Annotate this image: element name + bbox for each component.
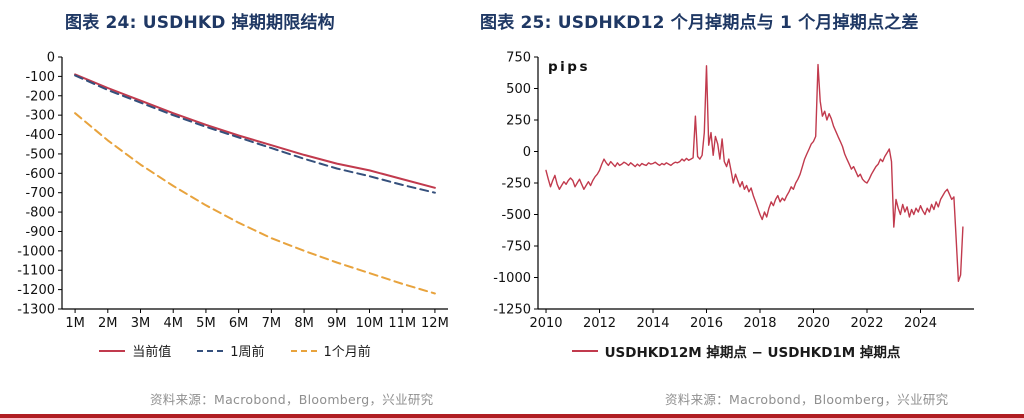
svg-text:2022: 2022 xyxy=(850,316,883,331)
svg-text:-200: -200 xyxy=(25,89,55,104)
svg-text:9M: 9M xyxy=(327,316,347,331)
figure-24-term-structure-chart: 0 -100 -200 -300 -400 -500 -600 -700 -800 -900 -10… xyxy=(17,51,449,332)
svg-text:1M: 1M xyxy=(65,316,85,331)
svg-text:11M: 11M xyxy=(388,316,416,331)
figure-24-source-note: 资料来源：Macrobond，Bloomberg，兴业研究 xyxy=(150,392,434,407)
figure-24-panel: 图表 24: USDHKD 掉期期限结构 0 -100 -200 -300 -400 -5… xyxy=(10,0,480,418)
svg-text:-500: -500 xyxy=(25,147,55,162)
figure-25-title: 图表 25: USDHKD12 个月掉期点与 1 个月掉期点之差 xyxy=(480,13,919,33)
svg-text:-400: -400 xyxy=(25,128,55,143)
svg-text:2016: 2016 xyxy=(690,316,723,331)
legend-label-current-value: 当前值 xyxy=(132,345,172,360)
svg-text:-300: -300 xyxy=(25,109,55,124)
svg-text:2018: 2018 xyxy=(743,316,776,331)
svg-text:4M: 4M xyxy=(163,316,183,331)
svg-text:250: 250 xyxy=(506,114,531,129)
svg-text:-750: -750 xyxy=(501,240,531,255)
svg-text:-250: -250 xyxy=(501,177,531,192)
svg-text:2014: 2014 xyxy=(636,316,669,331)
footer-accent-bar xyxy=(0,414,1024,418)
svg-text:-600: -600 xyxy=(25,167,55,182)
legend-item-current-value: 当前值 xyxy=(99,341,171,360)
legend-label-spread-series: USDHKD12M 掉期点 − USDHKD1M 掉期点 xyxy=(604,345,901,361)
svg-text:-500: -500 xyxy=(501,208,531,223)
svg-text:-700: -700 xyxy=(25,186,55,201)
svg-text:-1200: -1200 xyxy=(17,283,55,298)
svg-text:-1250: -1250 xyxy=(493,303,531,318)
svg-text:12M: 12M xyxy=(421,316,449,331)
svg-text:2012: 2012 xyxy=(583,316,616,331)
legend-item-one-week-ago: 1周前 xyxy=(197,341,265,360)
figure-25-panel: 图表 25: USDHKD12 个月掉期点与 1 个月掉期点之差 750 500 2… xyxy=(480,0,1020,418)
svg-text:2M: 2M xyxy=(98,316,118,331)
figure-24-title: 图表 24: USDHKD 掉期期限结构 xyxy=(65,13,335,33)
svg-text:6M: 6M xyxy=(229,316,249,331)
legend-item-one-month-ago: 1个月前 xyxy=(290,341,371,360)
legend-label-one-month-ago: 1个月前 xyxy=(323,345,371,360)
one-week-ago-line-sample xyxy=(197,349,224,352)
current-value-line-sample xyxy=(99,349,126,352)
svg-text:7M: 7M xyxy=(262,316,282,331)
svg-text:pips: pips xyxy=(548,59,590,75)
svg-text:10M: 10M xyxy=(356,316,384,331)
svg-text:-1000: -1000 xyxy=(17,244,55,259)
svg-text:-800: -800 xyxy=(25,206,55,221)
svg-text:2024: 2024 xyxy=(904,316,937,331)
legend-item-spread-series: USDHKD12M 掉期点 − USDHKD1M 掉期点 xyxy=(571,341,901,361)
one-month-ago-line-sample xyxy=(290,349,317,352)
legend-label-one-week-ago: 1周前 xyxy=(230,345,265,360)
svg-text:-900: -900 xyxy=(25,225,55,240)
svg-text:2010: 2010 xyxy=(529,316,562,331)
spread-line-sample xyxy=(571,350,598,352)
svg-text:2020: 2020 xyxy=(797,316,830,331)
svg-text:-1300: -1300 xyxy=(17,303,55,318)
svg-text:8M: 8M xyxy=(294,316,314,331)
svg-text:750: 750 xyxy=(506,51,531,66)
svg-text:3M: 3M xyxy=(131,316,151,331)
svg-text:5M: 5M xyxy=(196,316,216,331)
figure-25-source-note: 资料来源：Macrobond，Bloomberg，兴业研究 xyxy=(665,392,949,407)
svg-text:-1100: -1100 xyxy=(17,264,55,279)
svg-text:500: 500 xyxy=(506,82,531,97)
svg-text:-100: -100 xyxy=(25,70,55,85)
svg-text:0: 0 xyxy=(523,145,531,160)
svg-text:-1000: -1000 xyxy=(493,271,531,286)
figure-25-legend: USDHKD12M 掉期点 − USDHKD1M 掉期点 xyxy=(480,341,992,361)
svg-text:0: 0 xyxy=(47,51,55,66)
figure-24-legend: 当前值 1周前 1个月前 xyxy=(10,341,460,360)
